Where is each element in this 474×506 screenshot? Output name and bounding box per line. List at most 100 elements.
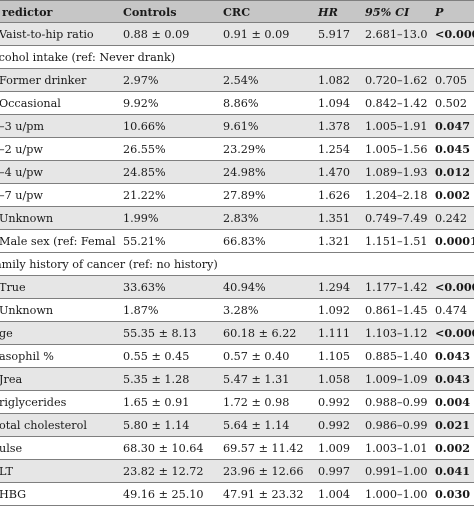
cell-predictor: Male sex (ref: Female)	[0, 229, 116, 253]
table-row: Male sex (ref: Female) 55.21% 66.83% 1.321 1…	[0, 229, 474, 253]
cell-crc: 60.18 ± 6.22	[216, 321, 311, 345]
table-row: ge 55.35 ± 8.13 60.18 ± 6.22 1.111 1.103–1.1…	[0, 321, 474, 345]
cell-controls: 21.22%	[116, 183, 216, 207]
cell-hr: 1.321	[311, 229, 358, 253]
cell-hr: 1.082	[311, 68, 358, 92]
cell-controls: 5.35 ± 1.28	[116, 367, 216, 391]
cell-controls: 55.35 ± 8.13	[116, 321, 216, 345]
cell-crc: 47.91 ± 23.32	[216, 482, 311, 506]
cell-crc: 23.29%	[216, 137, 311, 161]
section-row: lcohol intake (ref: Never drank)	[0, 45, 474, 69]
cell-predictor: ulse	[0, 436, 116, 460]
cell-controls: 68.30 ± 10.64	[116, 436, 216, 460]
header-ci: 95% CI	[358, 0, 428, 23]
cell-ci: 0.988–0.997	[358, 390, 428, 414]
cell-crc: 23.96 ± 12.66	[216, 459, 311, 483]
cell-ci: 2.681–13.060	[358, 22, 428, 46]
cell-p: 0.002	[428, 436, 474, 460]
cell-ci: 1.204–2.188	[358, 183, 428, 207]
table-row: –7 u/pw 21.22% 27.89% 1.626 1.204–2.188 0.002	[0, 183, 474, 207]
cell-ci: 0.749–7.494	[358, 206, 428, 230]
table-row: Jrea 5.35 ± 1.28 5.47 ± 1.31 1.058 1.009–1.0…	[0, 367, 474, 391]
cell-predictor: –3 u/pm	[0, 114, 116, 138]
header-controls: Controls	[116, 0, 216, 23]
section-label: lcohol intake (ref: Never drank)	[0, 45, 474, 69]
cell-ci: 1.177–1.422	[358, 275, 428, 299]
cell-predictor: Occasional	[0, 91, 116, 115]
cell-crc: 0.91 ± 0.09	[216, 22, 311, 46]
cell-controls: 2.97%	[116, 68, 216, 92]
cell-ci: 0.842–1.420	[358, 91, 428, 115]
cell-p: 0.004	[428, 390, 474, 414]
cell-crc: 9.61%	[216, 114, 311, 138]
cell-hr: 1.470	[311, 160, 358, 184]
cell-p: 0.474	[428, 298, 474, 322]
table-row: HBG 49.16 ± 25.10 47.91 ± 23.32 1.004 1.000–…	[0, 482, 474, 506]
cell-predictor: LT	[0, 459, 116, 483]
cell-p: 0.0001	[428, 229, 474, 253]
cell-p: 0.043	[428, 344, 474, 368]
cell-p: 0.705	[428, 68, 474, 92]
cell-ci: 1.005–1.566	[358, 137, 428, 161]
cell-controls: 9.92%	[116, 91, 216, 115]
cell-crc: 69.57 ± 11.42	[216, 436, 311, 460]
section-label: amily history of cancer (ref: no history…	[0, 252, 474, 276]
cell-hr: 1.009	[311, 436, 358, 460]
cell-hr: 1.378	[311, 114, 358, 138]
section-row: amily history of cancer (ref: no history…	[0, 252, 474, 276]
cell-hr: 1.111	[311, 321, 358, 345]
cell-crc: 8.86%	[216, 91, 311, 115]
cell-hr: 1.058	[311, 367, 358, 391]
cell-predictor: Unknown	[0, 206, 116, 230]
cell-hr: 0.997	[311, 459, 358, 483]
cell-controls: 10.66%	[116, 114, 216, 138]
cell-predictor: Jrea	[0, 367, 116, 391]
cell-crc: 0.57 ± 0.40	[216, 344, 311, 368]
cell-hr: 5.917	[311, 22, 358, 46]
cell-controls: 0.88 ± 0.09	[116, 22, 216, 46]
cell-crc: 66.83%	[216, 229, 311, 253]
table-row: LT 23.82 ± 12.72 23.96 ± 12.66 0.997 0.991–1…	[0, 459, 474, 483]
cell-crc: 1.72 ± 0.98	[216, 390, 311, 414]
cell-p: 0.043	[428, 367, 474, 391]
cell-hr: 1.004	[311, 482, 358, 506]
cell-p: 0.012	[428, 160, 474, 184]
cell-hr: 0.992	[311, 413, 358, 437]
cell-ci: 0.991–1.000	[358, 459, 428, 483]
cell-predictor: Unknown	[0, 298, 116, 322]
cell-ci: 1.009–1.097	[358, 367, 428, 391]
cell-controls: 1.99%	[116, 206, 216, 230]
cell-predictor: –2 u/pw	[0, 137, 116, 161]
table-row: –3 u/pm 10.66% 9.61% 1.378 1.005–1.919 0.047	[0, 114, 474, 138]
cell-hr: 0.992	[311, 390, 358, 414]
cell-predictor: asophil %	[0, 344, 116, 368]
cell-predictor: Vaist-to-hip ratio	[0, 22, 116, 46]
cell-p: 0.002	[428, 183, 474, 207]
cell-controls: 55.21%	[116, 229, 216, 253]
cell-crc: 2.83%	[216, 206, 311, 230]
cell-p: 0.047	[428, 114, 474, 138]
table-row: ulse 68.30 ± 10.64 69.57 ± 11.42 1.009 1.003…	[0, 436, 474, 460]
cell-predictor: –7 u/pw	[0, 183, 116, 207]
header-crc: CRC	[216, 0, 311, 23]
table-row: Unknown 1.99% 2.83% 1.351 0.749–7.494 0.242	[0, 206, 474, 230]
cell-ci: 0.885–1.405	[358, 344, 428, 368]
header-predictor: redictor	[0, 0, 116, 23]
cell-controls: 26.55%	[116, 137, 216, 161]
cell-ci: 1.005–1.919	[358, 114, 428, 138]
cell-p: 0.021	[428, 413, 474, 437]
cell-controls: 5.80 ± 1.14	[116, 413, 216, 437]
cell-crc: 5.47 ± 1.31	[216, 367, 311, 391]
cell-p: 0.030	[428, 482, 474, 506]
cell-p: 0.242	[428, 206, 474, 230]
cell-crc: 2.54%	[216, 68, 311, 92]
table-row: –2 u/pw 26.55% 23.29% 1.254 1.005–1.566 0.045	[0, 137, 474, 161]
cell-predictor: HBG	[0, 482, 116, 506]
cell-crc: 27.89%	[216, 183, 311, 207]
cell-hr: 1.254	[311, 137, 358, 161]
